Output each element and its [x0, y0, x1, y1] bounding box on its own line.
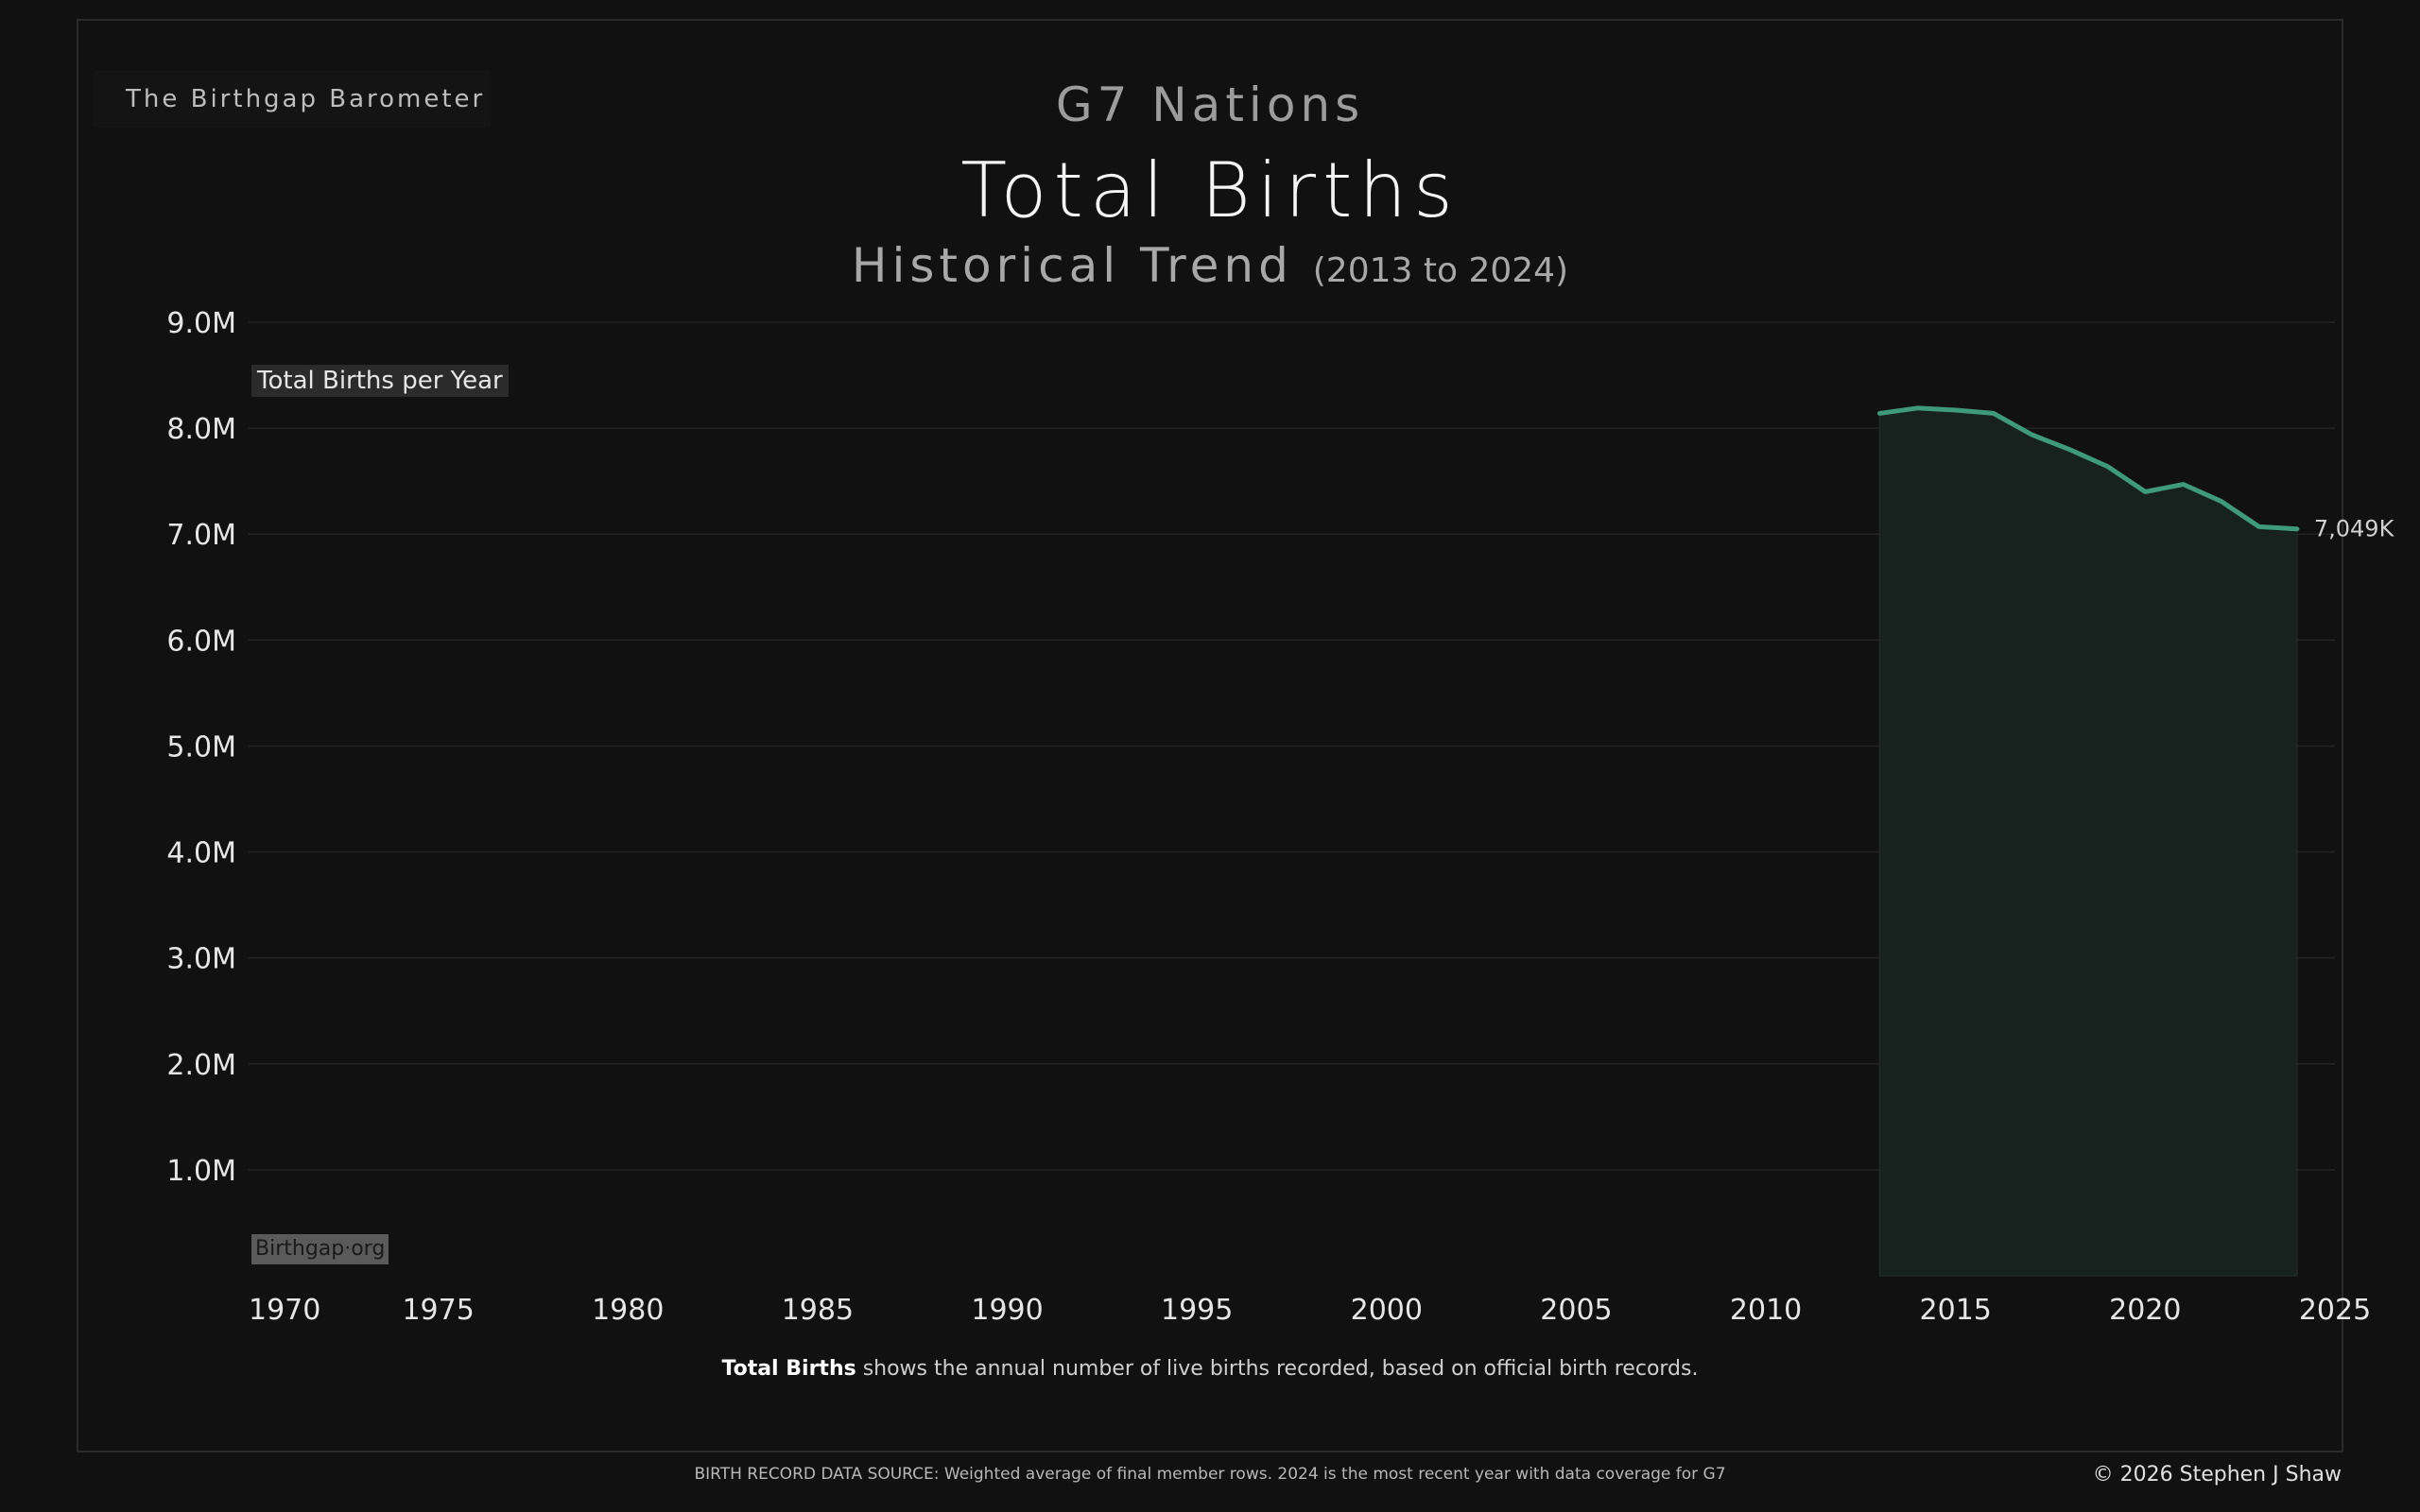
y-tick-label: 8.0M	[166, 413, 236, 446]
data-point	[1954, 408, 1958, 412]
footnote-bold: Total Births	[721, 1357, 856, 1381]
brand-label: The Birthgap Barometer	[94, 71, 491, 128]
data-point	[2030, 433, 2033, 437]
chart-title: Total Births	[960, 146, 1460, 234]
data-point	[2067, 448, 2071, 452]
series-line	[1876, 405, 2300, 532]
data-point	[1877, 411, 1881, 415]
x-tick-label: 1990	[971, 1294, 1043, 1323]
y-tick-label: 9.0M	[166, 307, 236, 340]
x-tick-label: 2015	[1920, 1294, 1992, 1323]
footnote-text: shows the annual number of live births r…	[856, 1357, 1699, 1381]
y-tick-label: 5.0M	[166, 730, 236, 764]
x-tick-label: 1970	[249, 1294, 320, 1323]
subtitle-range: (2013 to 2024)	[1312, 251, 1569, 290]
end-value-label: 7,049K	[2314, 516, 2395, 542]
y-tick-label: 3.0M	[166, 943, 236, 976]
watermark: Birthgap·org	[251, 1234, 389, 1264]
x-tick-label: 1995	[1161, 1294, 1233, 1323]
x-tick-label: 2020	[2109, 1294, 2181, 1323]
x-tick-label: 2005	[1540, 1294, 1612, 1323]
y-tick-label: 2.0M	[166, 1049, 236, 1082]
y-axis-title: Total Births per Year	[251, 365, 509, 397]
chart-supertitle: G7 Nations	[1055, 77, 1365, 132]
x-tick-label: 1985	[782, 1294, 854, 1323]
data-point	[2181, 483, 2185, 487]
footnote: Total Births shows the annual number of …	[0, 1357, 2420, 1381]
y-tick-label: 6.0M	[166, 625, 236, 658]
dashboard-frame	[77, 19, 2343, 1452]
chart-subtitle: Historical Trend (2013 to 2024)	[0, 238, 2420, 293]
x-tick-label: 2010	[1730, 1294, 1802, 1323]
data-point	[1916, 406, 1920, 410]
series-area	[1878, 407, 2298, 1277]
y-tick-label: 7.0M	[166, 519, 236, 552]
x-tick-label: 2025	[2299, 1294, 2371, 1323]
births-chart: 1.0M 2.0M 3.0M 4.0M 5.0M 6.0M 7.0M 8.0M 9.0M 1970…	[166, 307, 2395, 1323]
y-tick-label: 4.0M	[166, 837, 236, 870]
data-point	[2295, 527, 2299, 531]
x-tick-label: 2000	[1351, 1294, 1423, 1323]
data-point	[2143, 490, 2147, 493]
subtitle-text: Historical Trend	[851, 238, 1293, 293]
x-tick-label: 1980	[592, 1294, 664, 1323]
data-source-note: BIRTH RECORD DATA SOURCE: Weighted avera…	[694, 1465, 1726, 1484]
data-point	[2257, 524, 2261, 528]
x-tick-label: 1975	[402, 1294, 474, 1323]
y-tick-label: 1.0M	[166, 1155, 236, 1188]
data-point	[2220, 499, 2223, 503]
data-point	[1992, 411, 1996, 415]
data-point	[2105, 464, 2109, 468]
copyright: © 2026 Stephen J Shaw	[2092, 1463, 2342, 1486]
